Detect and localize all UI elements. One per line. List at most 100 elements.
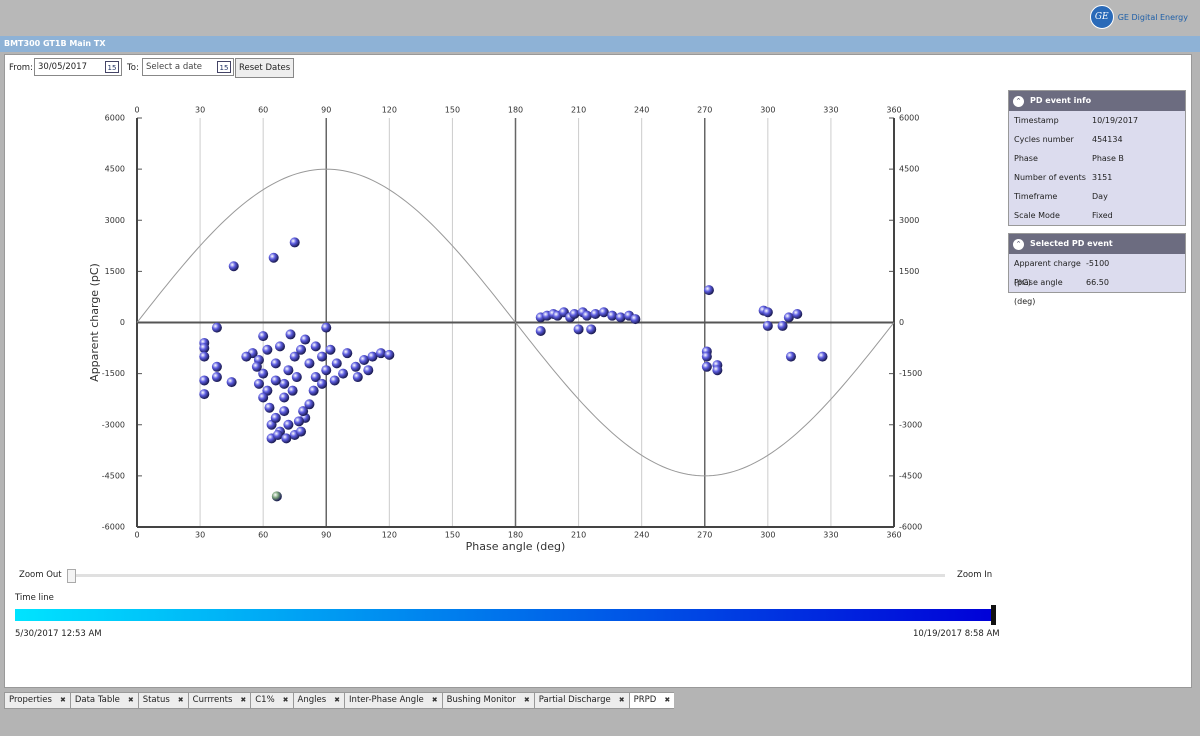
y-tick-label-right: -4500 <box>899 471 922 480</box>
data-point <box>298 406 309 417</box>
data-point <box>296 344 307 355</box>
from-date[interactable]: 30/05/2017 15 <box>34 58 122 76</box>
data-point <box>271 491 282 502</box>
data-point <box>304 399 315 410</box>
data-point <box>199 389 210 400</box>
collapse-icon[interactable]: ⌃ <box>1013 95 1024 107</box>
y-tick-label: 6000 <box>105 114 125 123</box>
reset-button[interactable]: Reset Dates <box>235 58 295 78</box>
to-value: Select a date <box>146 62 203 72</box>
tab[interactable]: C1% <box>250 692 293 709</box>
data-point <box>712 365 723 376</box>
tab[interactable]: PRPD <box>628 692 675 709</box>
data-point <box>569 308 580 319</box>
panel-header[interactable]: ⌃ PD event info <box>1009 91 1185 111</box>
data-point <box>350 361 361 372</box>
chart: 0 0 30 30 60 60 90 90 120 120 150 150 180 180 210 210 24… <box>88 106 922 554</box>
data-point <box>630 314 641 325</box>
info-value: 3151 <box>1092 173 1113 182</box>
y-tick-label: 3000 <box>105 216 125 225</box>
tab[interactable]: Currrents <box>187 692 251 709</box>
y-axis-title: Apparent charge (pC) <box>88 263 101 382</box>
data-point <box>607 310 618 321</box>
x-tick-label-top: 300 <box>760 106 775 115</box>
data-point <box>285 329 296 340</box>
y-tick-label-right: 0 <box>899 318 904 327</box>
x-tick-label-top: 360 <box>886 106 901 115</box>
info-key: Phase <box>1014 154 1038 163</box>
from-label: From: <box>9 63 33 73</box>
info-row: Apparent charge (pC) -5100 <box>1009 254 1185 287</box>
x-tick-label-top: 180 <box>508 106 523 115</box>
zoom-track[interactable] <box>75 574 945 577</box>
data-point <box>199 343 210 354</box>
timeline-bar[interactable] <box>15 609 995 621</box>
data-point <box>268 252 279 263</box>
data-point <box>199 375 210 386</box>
calendar-icon[interactable]: 15 <box>105 61 119 73</box>
y-tick-label: -6000 <box>102 523 125 532</box>
x-tick-label: 330 <box>823 531 838 540</box>
data-point <box>279 392 290 403</box>
info-row: Number of events 3151 <box>1009 168 1185 187</box>
data-point <box>258 368 269 379</box>
data-point <box>310 372 321 383</box>
data-point <box>310 341 321 352</box>
data-point <box>228 261 239 272</box>
zoom-out[interactable]: Zoom Out <box>19 570 62 580</box>
to-date[interactable]: Select a date 15 <box>142 58 234 76</box>
tab[interactable]: Data Table <box>69 692 138 709</box>
data-point <box>211 322 222 333</box>
to-label: To: <box>127 63 139 73</box>
info-value: Fixed <box>1092 211 1113 220</box>
info-key: Phase angle (deg) <box>1014 278 1063 306</box>
data-point <box>291 372 302 383</box>
tab[interactable]: Angles <box>292 692 345 709</box>
y-tick-label: -1500 <box>102 369 125 378</box>
tab[interactable]: Partial Discharge <box>533 692 629 709</box>
x-tick-label: 60 <box>258 531 268 540</box>
data-point <box>384 349 395 360</box>
data-point <box>211 372 222 383</box>
zoom-thumb[interactable] <box>67 569 76 583</box>
x-tick-label-top: 30 <box>195 106 205 115</box>
data-point <box>590 308 601 319</box>
tab[interactable]: Status <box>137 692 188 709</box>
data-point <box>615 312 626 323</box>
title-bar: BMT300 GT1B Main TX <box>0 36 1200 52</box>
data-point <box>703 285 714 296</box>
info-row: Cycles number 454134 <box>1009 130 1185 149</box>
tab[interactable]: Inter-Phase Angle <box>344 692 442 709</box>
data-point <box>581 310 592 321</box>
x-tick-label-top: 240 <box>634 106 649 115</box>
data-point <box>258 331 269 342</box>
data-point <box>783 312 794 323</box>
data-point <box>329 375 340 386</box>
data-point <box>300 334 311 345</box>
data-point <box>211 361 222 372</box>
data-point <box>342 348 353 359</box>
info-value: 66.50 <box>1086 278 1109 287</box>
sine-wave <box>136 168 895 477</box>
data-point <box>270 412 281 423</box>
timeline-start: 5/30/2017 12:53 AM <box>15 629 102 639</box>
tab[interactable]: Bushing Monitor <box>441 692 534 709</box>
timeline-handle[interactable] <box>991 605 996 625</box>
info-key: Scale Mode <box>1014 211 1060 220</box>
tab[interactable]: Properties <box>4 692 70 709</box>
data-point <box>281 433 292 444</box>
y-tick-label: 1500 <box>105 267 125 276</box>
panel-header[interactable]: ⌃ Selected PD event <box>1009 234 1185 254</box>
data-point <box>586 324 597 335</box>
pd-info-panel: ⌃ PD event info Timestamp 10/19/2017 Cycles… <box>1008 90 1186 226</box>
zoom-in[interactable]: Zoom In <box>957 570 993 580</box>
data-point <box>321 322 332 333</box>
collapse-icon[interactable]: ⌃ <box>1013 238 1024 250</box>
data-point <box>226 377 237 388</box>
info-key: Timeframe <box>1014 192 1058 201</box>
calendar-icon[interactable]: 15 <box>217 61 231 73</box>
logo-mark: GE <box>1089 5 1114 29</box>
info-key: Cycles number <box>1014 135 1074 144</box>
x-tick-label-top: 0 <box>134 106 139 115</box>
data-point <box>199 351 210 362</box>
